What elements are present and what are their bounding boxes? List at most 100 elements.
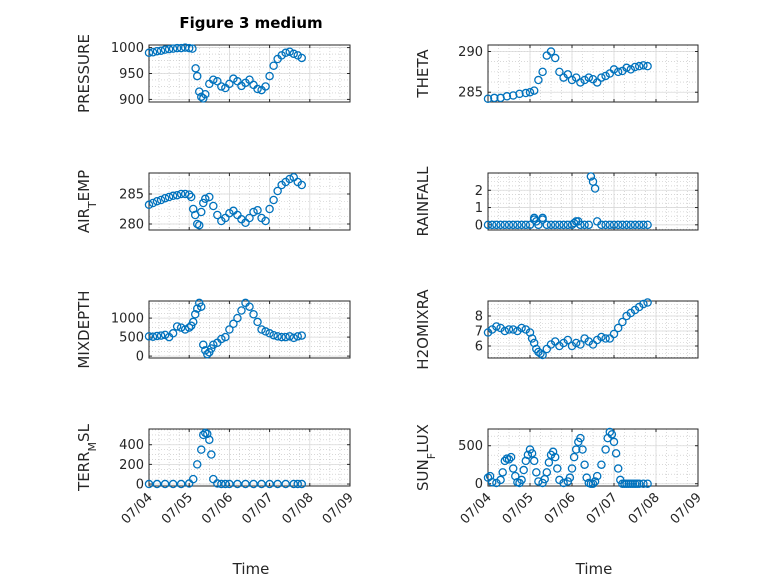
data-point — [548, 447, 558, 457]
data-point — [209, 340, 218, 349]
data-point — [144, 200, 154, 210]
x-tick-label: 07/08 — [626, 490, 663, 527]
data-point — [148, 198, 158, 208]
axes-box — [487, 44, 699, 103]
data-point — [156, 331, 166, 340]
data-point — [532, 217, 541, 226]
data-point — [217, 479, 226, 489]
data-point — [586, 172, 596, 181]
data-point — [265, 204, 274, 214]
y-tick-label: 290 — [458, 45, 483, 60]
data-point — [273, 479, 282, 489]
data-point — [245, 213, 254, 223]
data-point — [172, 43, 182, 53]
data-point — [213, 210, 222, 220]
data-point — [607, 430, 617, 439]
x-tick-label: 07/09 — [668, 490, 705, 527]
data-point — [168, 44, 178, 53]
data-point — [592, 471, 602, 481]
y-axis-label: SUNFLUX — [414, 424, 438, 491]
data-point — [160, 193, 170, 203]
data-point — [233, 313, 242, 323]
data-point — [582, 473, 591, 482]
data-point — [188, 44, 197, 53]
y-axis-label-subscript: F — [425, 453, 438, 459]
data-point — [527, 334, 537, 343]
subplot-3: 280 285 AIRTEMP — [75, 170, 351, 233]
x-tick-label: 07/07 — [239, 490, 276, 527]
data-point — [613, 220, 623, 230]
y-axis-label-part: AIR — [75, 208, 93, 233]
data-point — [152, 196, 162, 206]
x-tick-label: 07/06 — [199, 490, 236, 527]
data-point — [168, 479, 178, 489]
data-point — [584, 73, 594, 82]
data-point — [597, 73, 606, 82]
y-axis-label: THETA — [414, 49, 432, 99]
data-point — [590, 184, 600, 193]
data-point — [519, 465, 528, 475]
data-point — [496, 475, 505, 485]
data-point — [536, 349, 545, 358]
data-point — [168, 329, 178, 338]
data-point — [160, 479, 170, 489]
data-point — [144, 479, 154, 489]
data-point — [517, 323, 526, 333]
data-point — [188, 317, 198, 327]
data-point — [205, 435, 214, 445]
data-point — [529, 86, 539, 95]
data-point — [269, 61, 278, 70]
data-point — [521, 88, 531, 98]
data-point — [168, 191, 178, 201]
data-point — [630, 62, 640, 72]
data-point — [550, 220, 560, 230]
data-point — [213, 77, 222, 86]
data-point — [609, 437, 619, 447]
data-point — [249, 310, 258, 319]
y-tick-label: 500 — [119, 331, 144, 346]
data-point — [176, 479, 186, 489]
data-point — [584, 220, 594, 230]
data-point — [592, 78, 602, 87]
data-point — [504, 220, 514, 230]
data-point — [156, 46, 166, 55]
data-point — [144, 48, 154, 58]
data-point — [148, 332, 158, 341]
data-point — [209, 75, 218, 84]
data-point — [293, 332, 302, 341]
data-point — [508, 220, 518, 230]
subplot-6: 678 H2OMIXRA — [414, 289, 699, 370]
data-point — [571, 73, 581, 82]
data-point — [546, 220, 556, 230]
data-point — [576, 433, 585, 443]
data-point — [634, 220, 644, 230]
data-point — [483, 220, 493, 230]
data-point — [297, 479, 307, 489]
data-point — [546, 47, 556, 56]
data-point — [618, 220, 627, 230]
x-tick-label: 07/08 — [280, 490, 317, 527]
data-point — [525, 87, 535, 97]
data-point — [148, 48, 158, 57]
data-point — [186, 192, 196, 202]
subplot-2: 285 290 THETA — [414, 44, 699, 103]
y-tick-label: 285 — [458, 86, 483, 101]
data-point — [550, 452, 560, 462]
data-point — [289, 333, 298, 343]
data-point — [601, 220, 610, 230]
data-point — [508, 325, 518, 334]
data-point — [580, 75, 589, 85]
data-point — [601, 445, 610, 454]
data-point — [217, 334, 226, 344]
data-point — [492, 322, 501, 331]
data-point — [160, 45, 170, 54]
data-point — [257, 325, 266, 334]
data-point — [201, 194, 210, 204]
data-point — [221, 332, 230, 342]
data-point — [588, 340, 598, 349]
data-point — [237, 306, 246, 315]
data-point — [261, 216, 270, 226]
y-axis-label: AIRTEMP — [75, 170, 99, 233]
data-point — [203, 429, 212, 439]
